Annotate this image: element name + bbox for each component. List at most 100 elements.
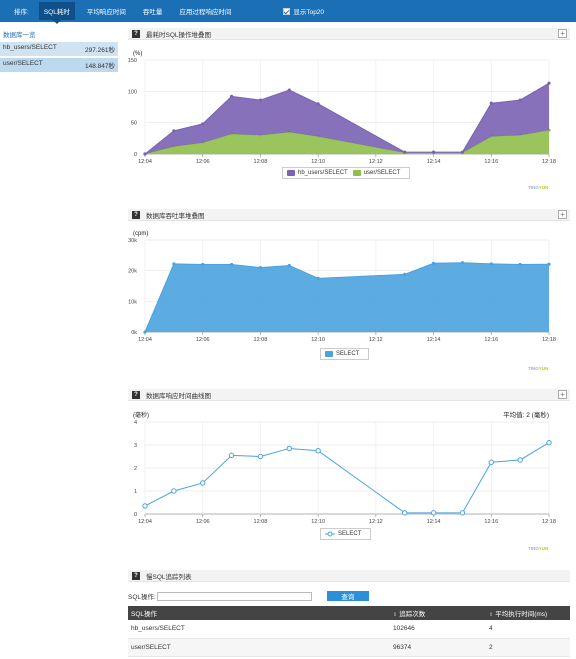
table-header-row: SQL操作 ⇕ 追踪次数 ⇕ 平均执行时间(ms) [128, 606, 570, 620]
data-point [430, 510, 437, 516]
tab-app-process-response[interactable]: 应用过程响应时间 [179, 9, 232, 16]
sort-label: 排序: [14, 9, 29, 16]
data-point [402, 510, 408, 516]
data-point [229, 262, 234, 267]
cell-avg-time: 4 [486, 620, 570, 639]
chart-legend: SELECT [320, 348, 370, 360]
y-tick-label: 2 [134, 466, 137, 472]
panel-header: ? 数据库吞吐率堆叠图 + [128, 209, 570, 221]
x-tick-label: 12:18 [542, 337, 556, 343]
chart-response-time: (毫秒) 平均值: 2 (毫秒) 0 1 2 3 4 12:04 12:06 12:08 12:10… [112, 406, 570, 526]
legend-swatch [352, 170, 361, 176]
legend-entry-hb-users[interactable]: hb_users/SELECT [287, 170, 348, 176]
panel-throughput: ? 数据库吞吐率堆叠图 + [128, 209, 570, 221]
x-tick-label: 12:08 [254, 519, 268, 525]
table-row[interactable]: hb_users/SELECT 102646 4 [128, 620, 570, 639]
data-point [143, 152, 147, 156]
table-row[interactable]: user/SELECT 96374 2 [128, 638, 570, 657]
data-point [431, 150, 436, 154]
legend-entry-select[interactable]: SELECT [325, 351, 359, 357]
expand-plus-icon[interactable]: + [558, 390, 567, 399]
col-header-sql[interactable]: SQL操作 [128, 606, 390, 620]
y-tick-label: 100 [128, 89, 137, 95]
data-point [518, 262, 522, 267]
data-point [172, 129, 176, 133]
area-series [145, 83, 549, 154]
data-point [286, 445, 292, 452]
legend-entry-select[interactable]: SELECT [325, 531, 361, 537]
y-tick-label: 50 [131, 121, 137, 127]
data-point [258, 98, 263, 102]
cell-avg-time: 2 [486, 638, 570, 657]
sidebar-item-hb-users[interactable]: hb_users/SELECT 297.261秒 [0, 42, 118, 56]
panel-sql-stacked: ? 最耗时SQL操作堆叠图 + [128, 28, 570, 40]
help-icon[interactable]: ? [132, 29, 140, 38]
x-tick-label: 12:04 [138, 337, 152, 343]
y-tick-label: 1 [134, 489, 137, 495]
col-header-trace-count[interactable]: ⇕ 追踪次数 [390, 606, 486, 620]
x-tick-label: 12:16 [484, 159, 498, 165]
data-point [488, 459, 494, 465]
help-icon[interactable]: ? [132, 210, 140, 219]
sql-search-input[interactable] [156, 591, 312, 601]
y-axis-label: (cpm) [133, 231, 148, 237]
sort-icon: ⇕ [393, 612, 398, 618]
y-tick-label: 20k [128, 269, 137, 275]
query-button[interactable]: 查询 [326, 591, 369, 601]
tingyun-logo: TINGYUN [528, 185, 549, 190]
y-axis-label: (毫秒) [133, 411, 149, 419]
data-point [287, 263, 291, 268]
data-point [517, 457, 523, 463]
cell-trace-count: 96374 [390, 638, 486, 657]
col-header-avg-exec-time[interactable]: ⇕ 平均执行时间(ms) [486, 606, 570, 620]
x-tick-label: 12:06 [196, 159, 210, 165]
sidebar-heading: 数据库一览 [3, 32, 36, 39]
data-point [201, 122, 205, 126]
chart-sql-stacked-svg: (%) 0 50 100 150 12:04 12:06 12:08 12:10 12:12 12:… [128, 51, 556, 165]
slow-sql-table: SQL操作 ⇕ 追踪次数 ⇕ 平均执行时间(ms) hb_users/SELECT … [128, 606, 570, 657]
data-point [172, 262, 176, 266]
data-point [257, 453, 264, 460]
data-point [171, 488, 177, 494]
tab-sql-time[interactable]: SQL耗时 [38, 2, 75, 24]
x-tick-label: 12:18 [542, 159, 556, 165]
show-top20-checkbox[interactable]: 显示Top20 [283, 6, 324, 16]
sql-search-bar: SQL操作: 查询 [128, 591, 369, 601]
x-tick-label: 12:14 [427, 159, 441, 165]
panel-header: ? 慢SQL追踪列表 [128, 570, 570, 582]
sort-icon: ⇕ [489, 612, 494, 618]
sidebar-item-user[interactable]: user/SELECT 148.847秒 [0, 58, 118, 72]
cell-trace-count: 102646 [390, 620, 486, 639]
legend-entry-user[interactable]: user/SELECT [352, 170, 400, 176]
y-tick-label: 3 [134, 443, 137, 449]
panel-title: 数据库吞吐率堆叠图 [146, 212, 205, 220]
tab-avg-response[interactable]: 平均响应时间 [86, 9, 126, 16]
data-point [489, 262, 493, 266]
x-tick-label: 12:04 [138, 519, 152, 525]
expand-plus-icon[interactable]: + [558, 210, 567, 219]
data-point [518, 98, 522, 102]
tab-throughput[interactable]: 吞吐量 [142, 9, 163, 16]
help-icon[interactable]: ? [132, 571, 140, 580]
legend-swatch [287, 170, 295, 176]
legend-label: SELECT [338, 531, 362, 537]
x-tick-label: 12:16 [484, 337, 498, 343]
x-tick-label: 12:04 [138, 159, 152, 165]
y-tick-label: 0 [134, 152, 137, 158]
x-tick-label: 12:10 [311, 519, 325, 525]
data-point [201, 262, 205, 267]
cell-sql: user/SELECT [128, 638, 390, 657]
data-point [315, 448, 321, 454]
help-icon[interactable]: ? [132, 390, 140, 399]
sidebar-item-value: 297.261秒 [85, 47, 115, 54]
chart-throughput-svg: (cpm) 0k 10k 20k 30k 12:04 12:06 12:08 12:10 12:1… [128, 231, 556, 343]
expand-plus-icon[interactable]: + [558, 29, 567, 38]
x-tick-label: 12:10 [311, 337, 325, 343]
checkbox-checked-icon[interactable] [283, 7, 291, 15]
x-tick-label: 12:12 [369, 337, 383, 343]
legend-label: SELECT [336, 351, 360, 357]
average-annotation: 平均值: 2 (毫秒) [503, 410, 549, 419]
x-tick-label: 12:12 [369, 519, 383, 525]
legend-swatch [325, 351, 333, 357]
x-tick-label: 12:12 [369, 159, 383, 165]
